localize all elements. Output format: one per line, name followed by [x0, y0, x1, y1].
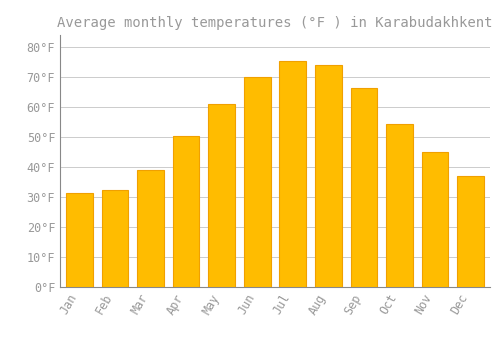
Bar — [138, 170, 164, 287]
Bar — [422, 152, 448, 287]
Title: Average monthly temperatures (°F ) in Karabudakhkent: Average monthly temperatures (°F ) in Ka… — [57, 16, 493, 30]
Bar — [208, 104, 235, 287]
Bar — [315, 65, 342, 287]
Bar — [350, 88, 377, 287]
Bar — [386, 124, 412, 287]
Bar — [66, 193, 93, 287]
Bar — [280, 61, 306, 287]
Bar — [457, 176, 484, 287]
Bar — [102, 189, 128, 287]
Bar — [173, 135, 200, 287]
Bar — [244, 77, 270, 287]
